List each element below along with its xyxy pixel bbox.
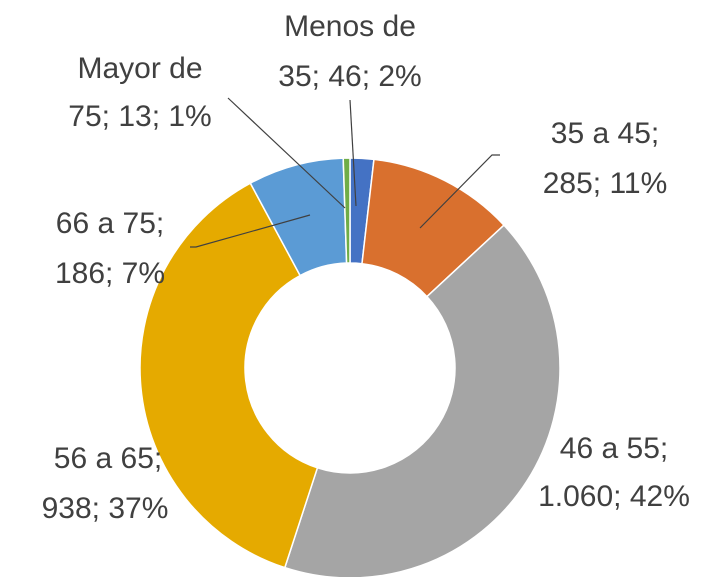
donut	[139, 157, 561, 577]
leader-lines	[190, 97, 500, 248]
leader-line	[419, 154, 500, 229]
data-label: Menos de	[284, 10, 416, 43]
data-label: 35 a 45;	[551, 117, 659, 150]
data-label: 56 a 65;	[54, 442, 162, 475]
data-label: 75; 13; 1%	[68, 100, 211, 133]
data-label: 66 a 75;	[56, 207, 164, 240]
data-label: 938; 37%	[42, 492, 169, 525]
leader-line	[227, 97, 346, 209]
leader-line	[190, 214, 311, 248]
donut-slice	[283, 224, 561, 577]
data-label: 46 a 55;	[560, 432, 668, 465]
data-label: 1.060; 42%	[538, 480, 690, 513]
data-label: Mayor de	[77, 52, 202, 85]
data-label: 35; 46; 2%	[278, 60, 421, 93]
data-label: 285; 11%	[543, 167, 668, 200]
donut-slice	[342, 157, 351, 264]
leader-line	[349, 99, 357, 207]
data-label: 186; 7%	[55, 257, 165, 290]
donut-slice	[139, 182, 319, 569]
